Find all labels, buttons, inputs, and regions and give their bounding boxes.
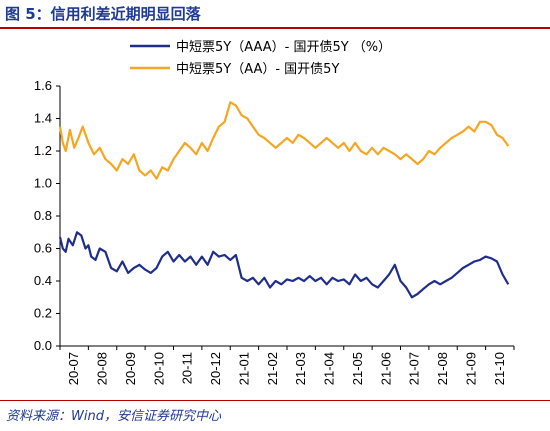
y-tick-label: 1.2 (34, 143, 52, 158)
source-note: 资料来源：Wind，安信证券研究中心 (6, 409, 221, 424)
chart-title: 图 5：信用利差近期明显回落 (5, 5, 201, 23)
x-tick-label: 21-05 (350, 352, 365, 385)
x-tick-label: 21-04 (322, 352, 337, 385)
y-tick-label: 0.2 (34, 306, 52, 321)
title-bar: 图 5：信用利差近期明显回落 (0, 0, 550, 27)
y-tick-label: 0.4 (34, 273, 52, 288)
axes (59, 86, 514, 347)
y-tick-label: 0.8 (34, 208, 52, 223)
legend-label-1: 中短票5Y（AAA）- 国开债5Y （%） (176, 40, 391, 55)
x-axis-ticks: 20-07 20-08 20-09 20-10 20-11 20-12 21-01 21-02… (59, 346, 515, 385)
y-tick-label: 1.4 (34, 111, 52, 126)
x-tick-label: 21-09 (463, 352, 478, 385)
x-tick-label: 21-08 (435, 352, 450, 385)
x-tick-label: 20-07 (66, 352, 81, 385)
x-tick-label: 21-10 (492, 352, 507, 385)
footer-divider (0, 400, 550, 401)
legend-label-2: 中短票5Y（AA）- 国开债5Y (176, 62, 339, 77)
series-line-2 (58, 101, 510, 180)
x-tick-label: 20-11 (180, 352, 195, 384)
chart: 0.00.20.40.60.81.01.21.41.6 20-07 20-08 20… (34, 40, 515, 385)
y-tick-label: 0.6 (34, 241, 52, 256)
x-tick-label: 21-03 (293, 352, 308, 385)
title-divider (0, 27, 550, 29)
series-lines (58, 101, 510, 299)
legend: 中短票5Y（AAA）- 国开债5Y （%） 中短票5Y（AA）- 国开债5Y (130, 40, 391, 77)
x-tick-label: 21-07 (407, 352, 422, 385)
x-tick-label: 21-06 (378, 352, 393, 385)
y-tick-label: 1.6 (34, 78, 52, 93)
x-tick-label: 20-12 (208, 352, 223, 385)
x-tick-label: 20-09 (123, 352, 138, 385)
x-tick-label: 21-02 (265, 352, 280, 385)
series-line-1 (58, 231, 510, 299)
x-tick-label: 21-01 (236, 352, 251, 385)
y-axis-ticks: 0.0 0.2 0.4 0.6 0.8 1.0 1.2 1.4 1.6 (34, 78, 60, 353)
y-tick-label: 0.0 (34, 338, 52, 353)
x-tick-label: 20-08 (95, 352, 110, 385)
x-tick-label: 20-10 (151, 352, 166, 385)
y-tick-label: 1.0 (34, 176, 52, 191)
